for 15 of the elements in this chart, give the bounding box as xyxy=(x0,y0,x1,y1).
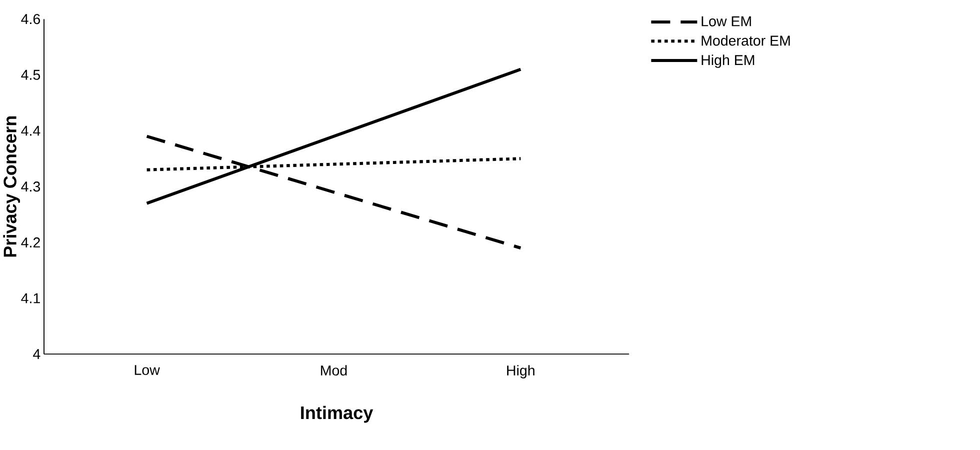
x-tick-label: Low xyxy=(134,365,160,376)
y-tick-label: 4 xyxy=(33,349,40,360)
x-tick-label: High xyxy=(507,365,534,379)
y-axis-title: Privacy Concern xyxy=(3,116,20,257)
legend-label: High EM xyxy=(702,54,754,68)
y-tick-label: 4.1 xyxy=(21,294,40,304)
y-tick-label: 4.5 xyxy=(21,70,40,80)
y-tick-label: 4.6 xyxy=(21,14,40,24)
y-tick-label: 4.3 xyxy=(21,182,40,192)
x-tick-label: Mod xyxy=(321,365,347,376)
legend-label: Low EM xyxy=(702,16,751,27)
x-axis-title: Intimacy xyxy=(301,406,374,423)
y-tick-label: 4.4 xyxy=(21,126,40,136)
y-tick-label: 4.2 xyxy=(21,238,40,248)
legend-label: Moderator EM xyxy=(702,35,790,46)
